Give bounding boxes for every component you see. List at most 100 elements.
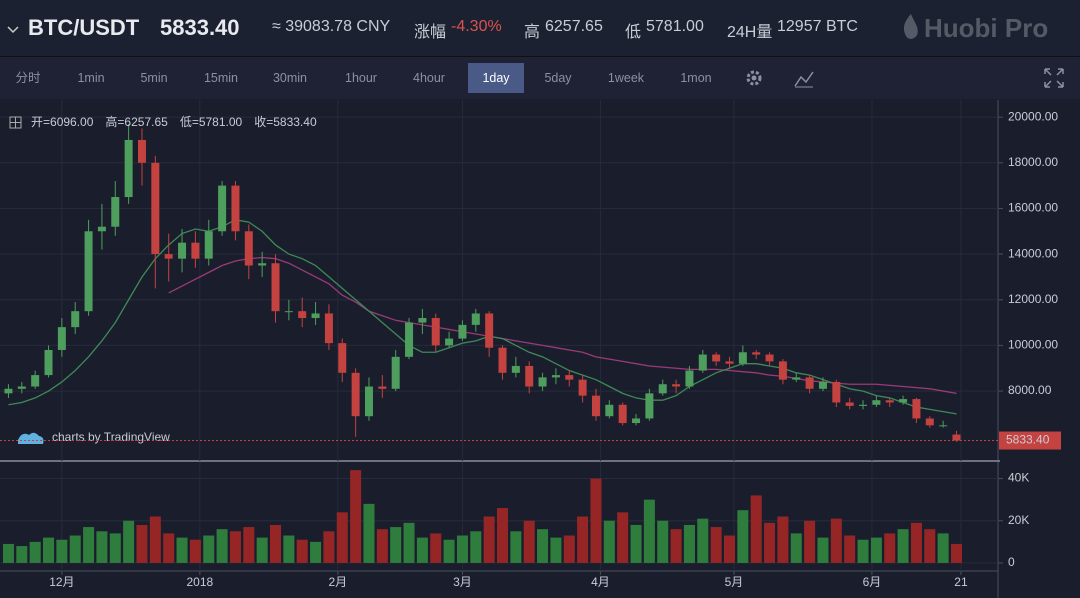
candle-body — [498, 347, 507, 373]
volume-tick-label: 40K — [1008, 471, 1029, 485]
volume-bar — [390, 527, 402, 563]
volume-bar — [163, 533, 175, 563]
volume-bar — [590, 478, 602, 563]
interval-button[interactable]: 30min — [272, 71, 308, 85]
vol-label: 24H量 — [727, 24, 773, 41]
price: 5833.40 — [160, 15, 240, 40]
volume-tick-label: 20K — [1008, 513, 1029, 527]
candle-body — [845, 402, 854, 406]
volume-bar — [897, 529, 909, 563]
candle-body — [431, 318, 440, 346]
interval-button[interactable]: 1mon — [680, 71, 712, 85]
candle-body — [899, 399, 908, 403]
interval-button[interactable]: 5min — [140, 71, 168, 85]
candle-body — [698, 354, 707, 371]
candle-body — [258, 263, 267, 266]
last-price-label: 5833.40 — [1006, 433, 1050, 447]
interval-button[interactable]: 1hour — [345, 71, 377, 85]
volume-bar — [29, 541, 41, 563]
candle-body — [525, 365, 534, 387]
volume-bar — [844, 535, 856, 563]
settings-icon[interactable] — [742, 57, 766, 99]
header: BTC/USDT 5833.40 ≈ 39083.78 CNY 涨幅 -4.30… — [0, 0, 1080, 57]
volume-bar — [510, 531, 522, 563]
volume-bar — [683, 524, 695, 563]
interval-button[interactable]: 分时 — [15, 71, 41, 85]
candle-body — [271, 263, 280, 312]
volume-bar — [817, 537, 829, 563]
change-label: 涨幅 — [414, 24, 447, 41]
volume-bar — [737, 510, 749, 563]
candle-body — [752, 352, 761, 355]
volume-bar — [617, 512, 629, 563]
volume-bar — [16, 546, 28, 563]
last-price-box — [999, 431, 1061, 450]
volume-bar — [296, 539, 308, 563]
volume-bar — [790, 533, 802, 563]
candle-body — [204, 231, 213, 259]
dropdown-icon[interactable] — [4, 0, 24, 56]
candle-body — [818, 381, 827, 389]
legend-label: 收= — [254, 115, 273, 129]
candle-body — [658, 384, 667, 394]
candle-body — [565, 375, 574, 380]
interval-button[interactable]: 1min — [77, 71, 105, 85]
volume-bar — [950, 543, 962, 563]
volume-bar — [550, 537, 562, 563]
interval-button[interactable]: 5day — [544, 71, 572, 85]
x-tick-label: 5月 — [725, 575, 744, 589]
volume-bar — [43, 537, 55, 563]
high: 6257.65 — [545, 18, 603, 35]
candle-body — [31, 375, 40, 387]
candle-body — [111, 197, 120, 227]
candle-body — [685, 370, 694, 387]
interval-button[interactable]: 4hour — [413, 71, 445, 85]
candle-body — [578, 379, 587, 396]
volume-bar — [123, 520, 135, 563]
y-tick-label: 10000.00 — [1008, 338, 1058, 352]
candle-body — [57, 327, 66, 350]
candle-body — [618, 404, 627, 424]
pair: BTC/USDT — [28, 15, 140, 40]
candle-body — [44, 349, 53, 376]
volume-bar — [149, 516, 161, 563]
low-label: 低 — [625, 24, 642, 41]
volume-bar — [416, 537, 428, 563]
candle-body — [832, 381, 841, 403]
volume-bar — [96, 531, 108, 563]
candle-body — [191, 242, 200, 259]
candle-body — [84, 231, 93, 312]
watermark: charts by TradingView — [52, 430, 170, 444]
candle-body — [725, 361, 734, 364]
candle-body — [311, 313, 320, 319]
candle-body — [912, 399, 921, 419]
volume-bar — [497, 508, 509, 563]
volume-bar — [430, 533, 442, 563]
volume-bar — [2, 543, 14, 563]
volume-bar — [56, 539, 68, 563]
moving-average — [8, 219, 957, 415]
candle-body — [298, 311, 307, 319]
interval-button[interactable]: 1day — [468, 63, 524, 93]
x-tick-label: 2月 — [328, 575, 347, 589]
x-tick-label: 4月 — [591, 575, 610, 589]
interval-button[interactable]: 15min — [203, 71, 239, 85]
volume-bar — [830, 518, 842, 563]
volume-bar — [870, 537, 882, 563]
volume-bar — [310, 541, 322, 563]
candle-body — [17, 386, 26, 389]
candle-body — [244, 231, 253, 266]
volume-bar — [470, 531, 482, 563]
candle-body — [805, 377, 814, 389]
legend-value: 6096.00 — [50, 115, 94, 129]
fullscreen-icon[interactable] — [1042, 57, 1066, 99]
volume-bar — [203, 535, 215, 563]
volume-bar — [603, 520, 615, 563]
interval-button[interactable]: 1week — [607, 71, 645, 85]
indicator-icon[interactable] — [792, 57, 816, 99]
volume-bar — [924, 529, 936, 563]
candle-body — [164, 254, 173, 259]
candle-body — [71, 311, 80, 328]
